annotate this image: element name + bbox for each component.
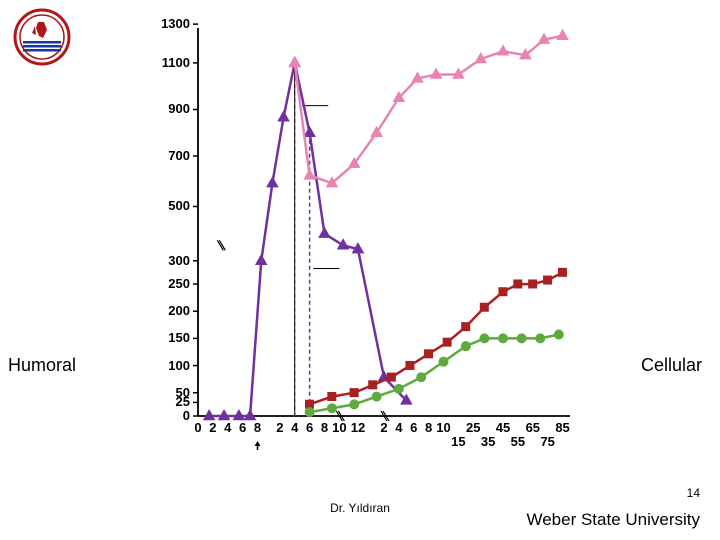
x-tick-label: 75 (540, 434, 554, 449)
author-name: Dr. Yıldıran (330, 501, 390, 515)
x-tick-label: 2 (209, 420, 216, 435)
x-tick-label: 65 (526, 420, 540, 435)
y-tick-label: 500 (140, 198, 190, 213)
x-tick-label: 4 (291, 420, 298, 435)
x-tick-label: 2 (380, 420, 387, 435)
x-tick-label: 35 (481, 434, 495, 449)
y-tick-label: 100 (140, 358, 190, 373)
x-tick-label: 4 (224, 420, 231, 435)
x-tick-label: 8 (425, 420, 432, 435)
x-tick-label: 2 (276, 420, 283, 435)
x-tick-label: 15 (451, 434, 465, 449)
y-tick-label: 700 (140, 148, 190, 163)
x-tick-label: 10 (332, 420, 346, 435)
y-tick-label: 300 (140, 253, 190, 268)
page-number: 14 (687, 486, 700, 500)
x-tick-label: 55 (511, 434, 525, 449)
y-tick-label: 150 (140, 330, 190, 345)
x-tick-label: 12 (351, 420, 365, 435)
label-humoral: Humoral (8, 355, 76, 376)
y-tick-label: 200 (140, 303, 190, 318)
y-tick-label: 250 (140, 276, 190, 291)
immune-chart: 0255010015020025030050070090011001300 02… (140, 10, 580, 450)
x-tick-label: 0 (194, 420, 201, 435)
x-tick-label: 4 (395, 420, 402, 435)
university-logo (10, 8, 74, 66)
y-tick-label: 1300 (140, 16, 190, 31)
label-cellular: Cellular (641, 355, 702, 376)
x-tick-label: 8 (321, 420, 328, 435)
x-tick-label: 85 (555, 420, 569, 435)
university-name: Weber State University (526, 510, 700, 530)
y-tick-label: 1100 (140, 55, 190, 70)
x-tick-label: 25 (466, 420, 480, 435)
y-tick-label: 0 (140, 408, 190, 423)
x-tick-label: 45 (496, 420, 510, 435)
x-tick-label: 6 (239, 420, 246, 435)
y-tick-label: 900 (140, 101, 190, 116)
y-tick-label: 50 (140, 385, 190, 400)
x-tick-label: 10 (436, 420, 450, 435)
x-tick-label: 8 (254, 420, 261, 435)
x-tick-label: 6 (410, 420, 417, 435)
x-tick-label: 6 (306, 420, 313, 435)
